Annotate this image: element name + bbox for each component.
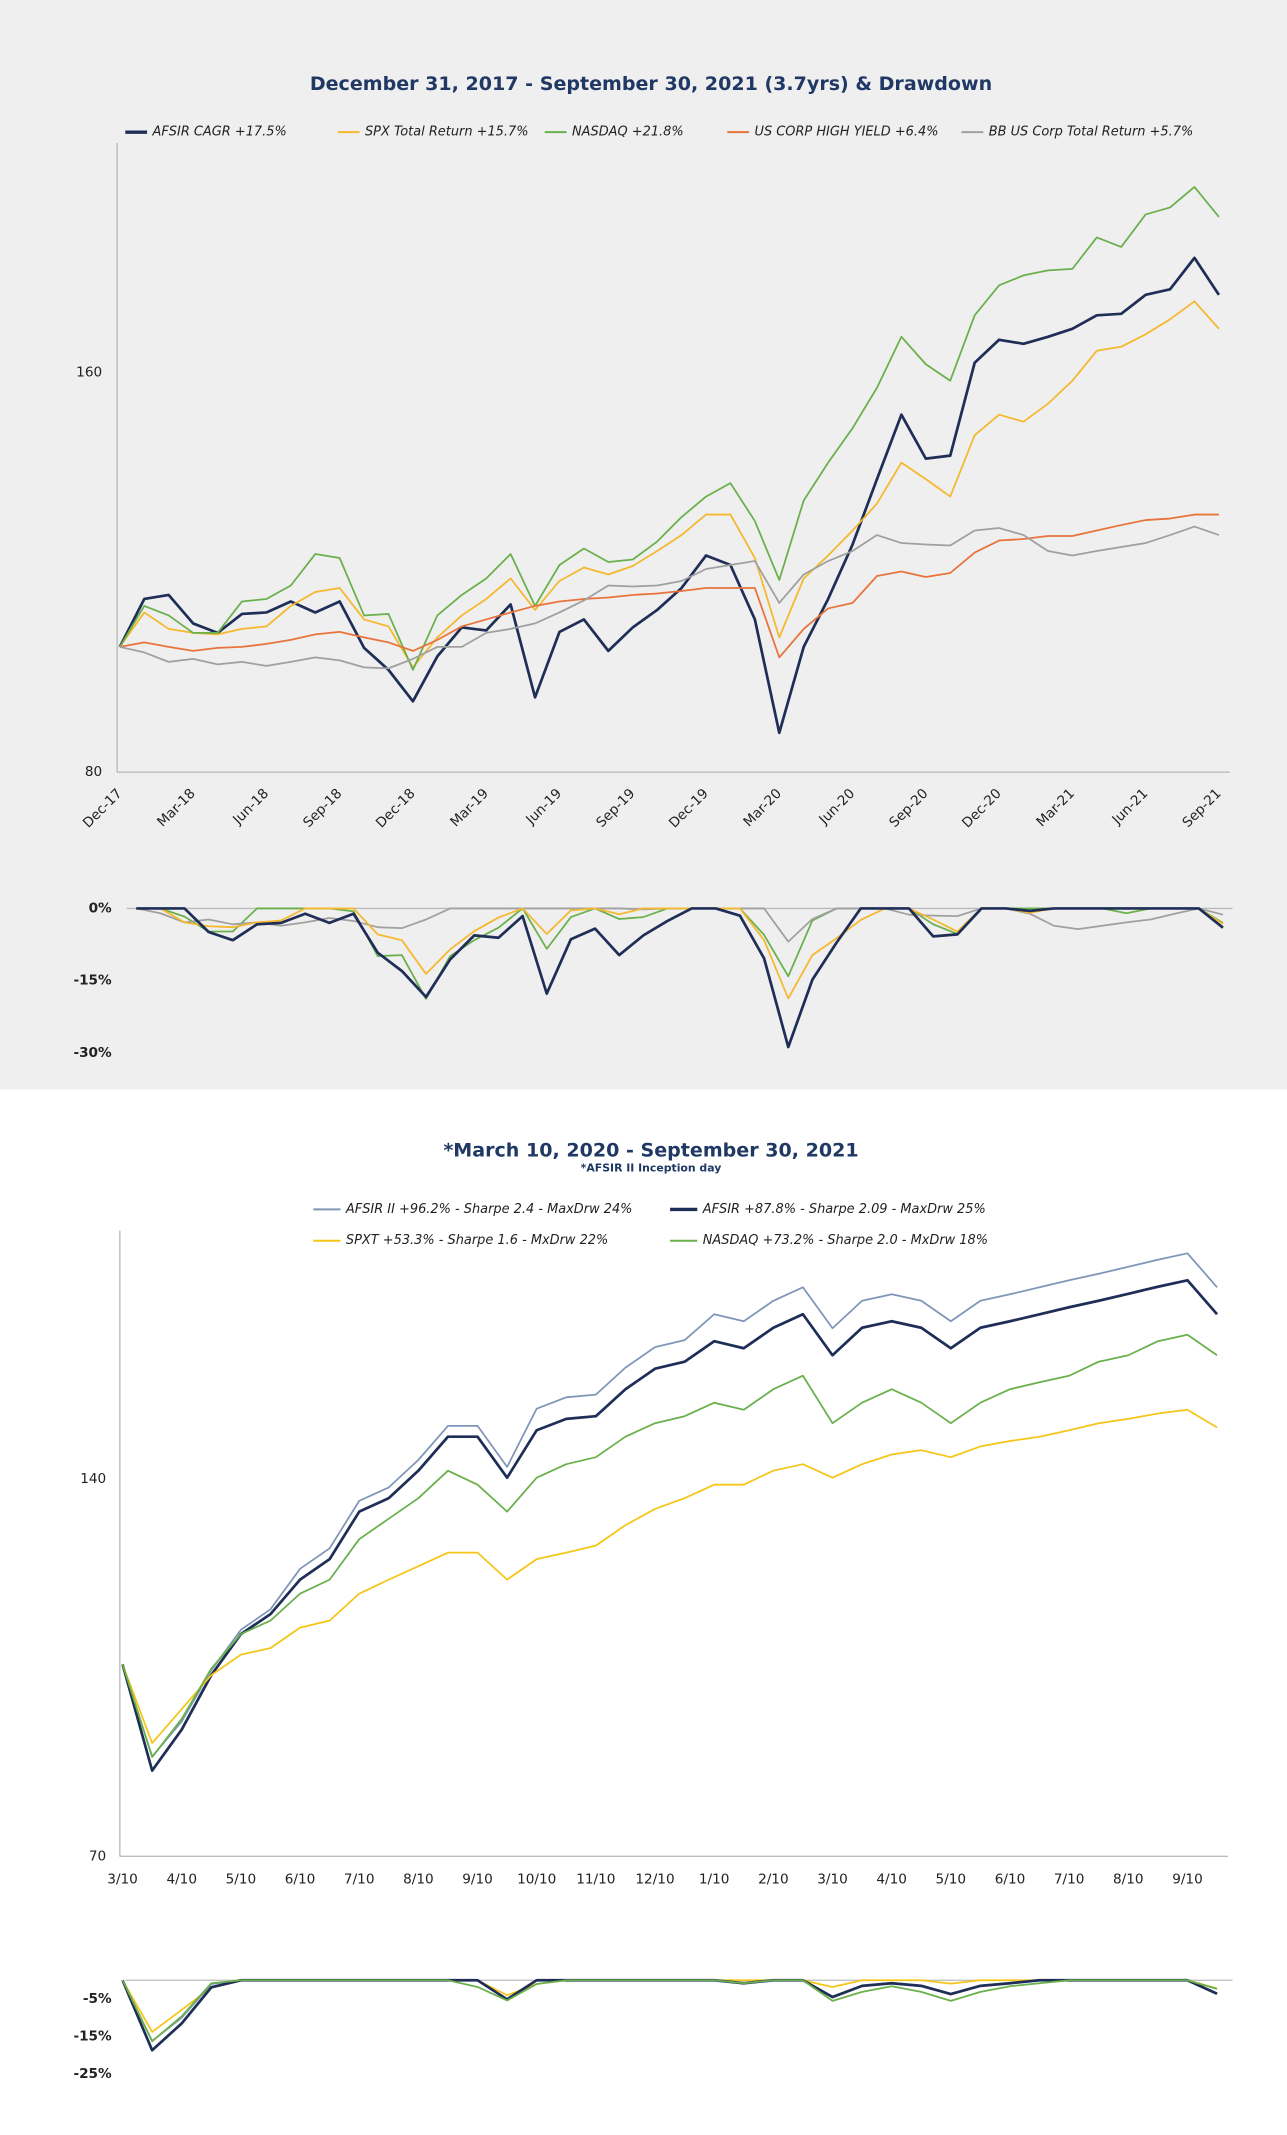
series-line (119, 513, 1219, 659)
legend-label: SPXT +53.3% - Sharpe 1.6 - MxDrw 22% (346, 1233, 608, 1248)
x-tick-label: 5/10 (936, 1871, 967, 1887)
legend-label: AFSIR +87.8% - Sharpe 2.09 - MaxDrw 25% (702, 1202, 986, 1217)
y-tick-label: -30% (73, 1045, 112, 1061)
series-line (121, 1278, 1219, 1772)
chart-subtitle: *AFSIR II Inception day (581, 1162, 722, 1175)
x-tick-label: 2/10 (758, 1871, 789, 1887)
series-line (121, 1979, 1218, 2043)
legend-label: SPX Total Return +15.7% (365, 125, 529, 140)
x-tick-label: 5/10 (226, 1871, 257, 1887)
x-tick-label: 6/10 (995, 1871, 1026, 1887)
legend-label: BB US Corp Total Return +5.7% (989, 125, 1194, 140)
series-line (121, 1979, 1218, 2042)
series-line (121, 1252, 1218, 1758)
series-line (119, 525, 1220, 670)
x-tick-label: 12/10 (635, 1871, 674, 1887)
series-line (121, 1978, 1218, 2052)
chart-title: December 31, 2017 - September 30, 2021 (… (310, 73, 992, 95)
y-tick-label: 140 (80, 1471, 106, 1487)
series-line (136, 907, 1224, 1049)
legend-label: NASDAQ +21.8% (572, 125, 684, 140)
chart-title: *March 10, 2020 - September 30, 2021 (443, 1139, 858, 1161)
x-tick-label: 8/10 (1113, 1871, 1144, 1887)
y-tick-label: -15% (73, 973, 112, 989)
legend-label: US CORP HIGH YIELD +6.4% (754, 125, 938, 140)
x-tick-label: 4/10 (876, 1871, 907, 1887)
y-tick-label: -15% (73, 2028, 112, 2044)
x-tick-label: 7/10 (1054, 1871, 1085, 1887)
series-line (121, 1333, 1218, 1758)
series-line (121, 1408, 1218, 1744)
legend-label: NASDAQ +73.2% - Sharpe 2.0 - MxDrw 18% (703, 1233, 988, 1248)
x-tick-label: 6/10 (285, 1871, 316, 1887)
x-tick-label: 9/10 (462, 1871, 493, 1887)
x-tick-label: 7/10 (344, 1871, 375, 1887)
legend-label: AFSIR II +96.2% - Sharpe 2.4 - MaxDrw 24… (345, 1202, 633, 1217)
y-tick-label: 160 (76, 365, 102, 381)
x-tick-label: 3/10 (817, 1871, 848, 1887)
x-tick-label: 10/10 (517, 1871, 556, 1887)
y-tick-label: 80 (85, 764, 102, 780)
x-tick-label: 9/10 (1172, 1871, 1203, 1887)
series-line (119, 300, 1220, 669)
series-line (121, 1979, 1218, 2033)
y-tick-label: -25% (73, 2066, 112, 2082)
x-tick-label: 1/10 (699, 1871, 730, 1887)
y-tick-label: -5% (83, 1991, 112, 2007)
y-tick-label: 0% (89, 900, 112, 916)
x-tick-label: 11/10 (576, 1871, 615, 1887)
series-line (118, 256, 1221, 735)
y-tick-label: 70 (89, 1848, 106, 1864)
series-line (119, 186, 1220, 671)
legend-label: AFSIR CAGR +17.5% (152, 125, 287, 140)
x-tick-label: 8/10 (403, 1871, 434, 1887)
x-tick-label: 3/10 (107, 1871, 138, 1887)
x-tick-label: 4/10 (166, 1871, 197, 1887)
